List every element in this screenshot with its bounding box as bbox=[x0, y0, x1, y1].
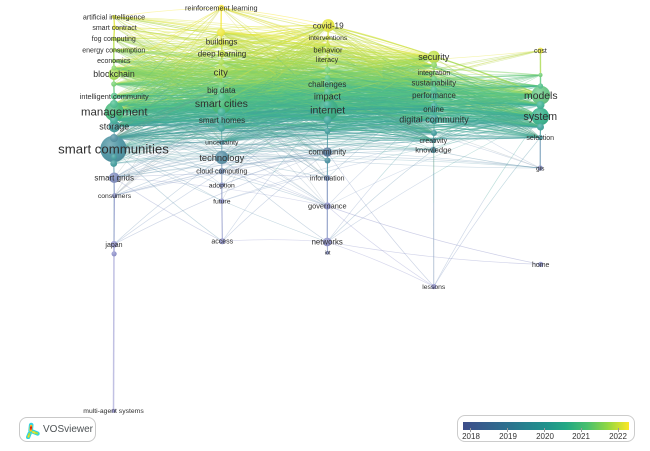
svg-text:interventions: interventions bbox=[309, 35, 348, 42]
svg-text:behavior: behavior bbox=[313, 46, 343, 55]
svg-text:selection: selection bbox=[526, 135, 554, 142]
svg-text:artificial intelligence: artificial intelligence bbox=[83, 12, 145, 21]
svg-text:city: city bbox=[214, 67, 229, 78]
svg-text:iot: iot bbox=[325, 251, 331, 257]
svg-text:gis: gis bbox=[536, 165, 545, 172]
svg-text:impact: impact bbox=[314, 92, 342, 102]
svg-text:lessons: lessons bbox=[422, 284, 446, 291]
svg-text:cost: cost bbox=[534, 48, 547, 55]
svg-text:knowledge: knowledge bbox=[415, 146, 451, 155]
svg-text:smart homes: smart homes bbox=[199, 116, 245, 125]
svg-text:community: community bbox=[308, 148, 346, 157]
svg-text:storage: storage bbox=[99, 122, 129, 132]
svg-text:information: information bbox=[310, 175, 345, 182]
svg-text:fog computing: fog computing bbox=[92, 36, 136, 43]
svg-text:uncertainty: uncertainty bbox=[205, 139, 239, 146]
svg-text:economics: economics bbox=[97, 58, 131, 65]
svg-text:reinforcement learning: reinforcement learning bbox=[185, 4, 258, 13]
svg-text:covid-19: covid-19 bbox=[313, 21, 344, 30]
svg-text:deep learning: deep learning bbox=[198, 50, 246, 59]
svg-text:blockchain: blockchain bbox=[93, 69, 135, 79]
svg-text:cloud computing: cloud computing bbox=[196, 168, 247, 175]
svg-text:challenges: challenges bbox=[308, 80, 346, 89]
svg-text:japan: japan bbox=[104, 242, 122, 249]
svg-text:performance: performance bbox=[412, 91, 456, 100]
svg-text:adoption: adoption bbox=[209, 182, 235, 189]
svg-text:sustainability: sustainability bbox=[411, 78, 456, 87]
svg-text:technology: technology bbox=[199, 153, 244, 163]
svg-text:system: system bbox=[524, 111, 558, 123]
svg-text:intelligent community: intelligent community bbox=[80, 92, 149, 101]
svg-text:creativity: creativity bbox=[419, 138, 447, 145]
svg-text:online: online bbox=[423, 105, 444, 114]
svg-text:consumers: consumers bbox=[98, 193, 132, 200]
svg-text:management: management bbox=[81, 107, 148, 119]
svg-text:big data: big data bbox=[207, 86, 236, 95]
svg-text:models: models bbox=[524, 91, 558, 102]
svg-text:multi-agent systems: multi-agent systems bbox=[83, 408, 144, 415]
svg-text:smart grids: smart grids bbox=[94, 174, 134, 183]
svg-text:energy consumption: energy consumption bbox=[82, 48, 145, 55]
svg-text:smart cities: smart cities bbox=[195, 98, 248, 110]
svg-text:digital community: digital community bbox=[399, 115, 469, 125]
svg-text:governance: governance bbox=[308, 202, 347, 211]
svg-text:smart contract: smart contract bbox=[92, 25, 136, 32]
svg-text:literacy: literacy bbox=[316, 57, 339, 64]
svg-text:home: home bbox=[532, 262, 550, 269]
svg-text:internet: internet bbox=[310, 104, 345, 116]
svg-text:access: access bbox=[211, 239, 233, 246]
svg-text:buildings: buildings bbox=[206, 38, 238, 47]
svg-text:future: future bbox=[213, 198, 231, 205]
svg-text:networks: networks bbox=[312, 238, 343, 247]
svg-text:security: security bbox=[418, 52, 450, 62]
svg-text:smart communities: smart communities bbox=[58, 142, 169, 157]
svg-text:integration: integration bbox=[418, 70, 451, 77]
